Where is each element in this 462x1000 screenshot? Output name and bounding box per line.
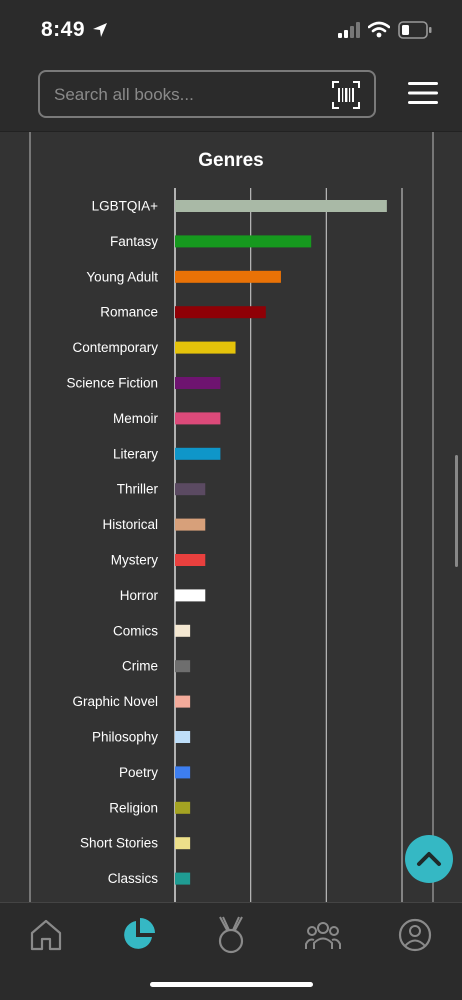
category-label: Short Stories [80, 836, 158, 851]
scroll-indicator[interactable] [455, 455, 458, 567]
genre-bar[interactable] [175, 554, 206, 566]
chart-title: Genres [198, 150, 264, 171]
genre-bar[interactable] [175, 589, 206, 602]
home-icon [30, 919, 62, 951]
battery-icon [398, 21, 432, 39]
panel-border-right [432, 132, 434, 902]
category-label: Crime [122, 659, 158, 674]
category-label: Science Fiction [66, 376, 158, 391]
category-label: Horror [120, 588, 159, 603]
genre-bar[interactable] [175, 341, 236, 354]
category-label: Philosophy [92, 730, 158, 745]
tab-stats[interactable] [118, 915, 158, 955]
tab-profile[interactable] [395, 915, 435, 955]
genre-bar[interactable] [175, 235, 312, 248]
category-label: Classics [108, 871, 159, 886]
genres-chart-panel: LGBTQIA+ Fantasy Young Adult Romance Contemp… [0, 132, 462, 902]
panel-border-left [29, 132, 31, 902]
tab-home[interactable] [26, 915, 66, 955]
category-label: Historical [102, 517, 158, 532]
community-icon [305, 922, 341, 949]
chevron-up-icon [417, 852, 441, 866]
category-label: Memoir [113, 411, 159, 426]
genre-bar[interactable] [175, 801, 191, 814]
category-label: Fantasy [110, 234, 158, 249]
category-label: Literary [113, 446, 158, 461]
genre-bar[interactable] [175, 270, 281, 283]
wifi-icon [368, 21, 390, 38]
barcode-scan-icon[interactable] [332, 81, 360, 109]
genre-bar[interactable] [175, 377, 221, 389]
hamburger-menu-icon[interactable] [408, 80, 438, 106]
genre-bar[interactable] [175, 731, 191, 743]
genre-bar[interactable] [175, 837, 191, 850]
category-label: Thriller [117, 482, 159, 497]
category-label: LGBTQIA+ [92, 199, 159, 214]
cellular-signal-icon [338, 22, 360, 38]
genre-bar[interactable] [175, 306, 266, 319]
scroll-to-top-button[interactable] [405, 835, 453, 883]
home-indicator [150, 982, 313, 987]
genre-bar[interactable] [175, 483, 206, 496]
genres-bar-chart: LGBTQIA+ Fantasy Young Adult Romance Contemp… [66, 188, 403, 902]
category-label: Young Adult [86, 269, 158, 284]
genre-bar[interactable] [175, 624, 191, 637]
genre-bar[interactable] [175, 447, 221, 460]
search-input[interactable] [54, 82, 324, 108]
status-bar: 8:49 [0, 0, 462, 60]
stats-pie-icon [124, 918, 155, 949]
location-arrow-icon [93, 23, 107, 37]
genre-bar[interactable] [175, 872, 191, 885]
category-label: Mystery [111, 553, 159, 568]
status-time: 8:49 [41, 18, 86, 41]
tab-challenges[interactable] [211, 915, 251, 955]
genre-bar[interactable] [175, 660, 191, 673]
search-box[interactable] [38, 70, 376, 118]
category-label: Poetry [119, 765, 158, 780]
medal-icon [218, 916, 244, 954]
tab-community[interactable] [303, 915, 343, 955]
genre-bar[interactable] [175, 518, 206, 531]
genre-bar[interactable] [175, 412, 221, 425]
app-header [0, 60, 462, 132]
category-label: Contemporary [72, 340, 158, 355]
genre-bar[interactable] [175, 766, 191, 779]
genre-bar[interactable] [175, 200, 387, 212]
category-label: Comics [113, 623, 158, 638]
genre-bar[interactable] [175, 695, 191, 708]
category-label: Romance [100, 305, 158, 320]
category-label: Graphic Novel [72, 694, 158, 709]
category-label: Religion [109, 800, 158, 815]
profile-icon [398, 918, 432, 952]
